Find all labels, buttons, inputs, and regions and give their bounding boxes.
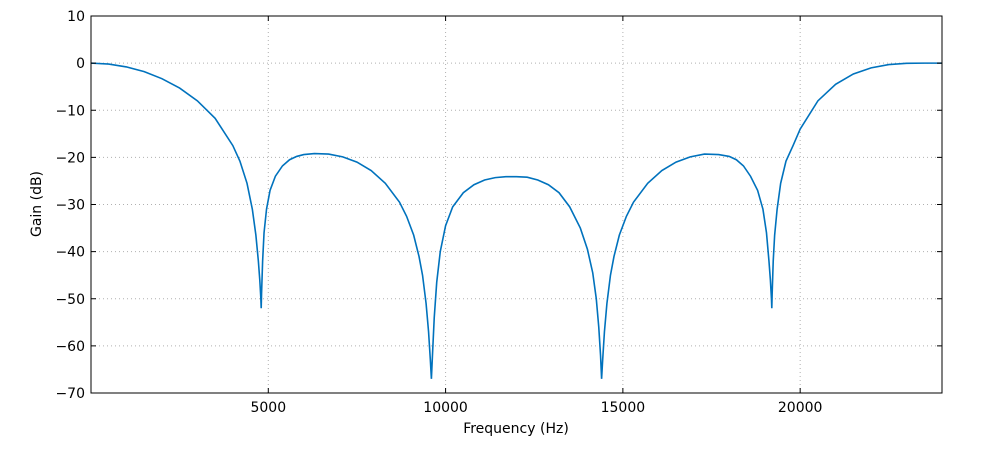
x-tick-label: 20000: [778, 400, 823, 416]
y-tick-label: 0: [76, 56, 85, 72]
y-tick-label: −60: [55, 339, 85, 355]
y-tick-label: −10: [55, 103, 85, 119]
y-axis-label: Gain (dB): [29, 171, 45, 237]
y-tick-label: −30: [55, 198, 85, 214]
y-tick-label: −50: [55, 292, 85, 308]
gain-response-line: [90, 62, 942, 379]
y-tick-label: −20: [55, 150, 85, 166]
y-tick-label: 10: [67, 9, 85, 25]
x-axis-label: Frequency (Hz): [463, 421, 569, 437]
x-axis-tick-labels: 5000 10000 15000 20000: [250, 400, 822, 416]
axis-ticks: [91, 15, 942, 394]
x-tick-label: 10000: [423, 400, 468, 416]
y-axis-tick-labels: 10 0 −10 −20 −30 −40 −50 −60 −70: [55, 9, 85, 402]
plot-area: [90, 62, 942, 379]
y-tick-label: −40: [55, 245, 85, 261]
x-tick-label: 15000: [601, 400, 646, 416]
y-tick-label: −70: [55, 386, 85, 402]
plot-frame: [90, 15, 943, 394]
x-tick-label: 5000: [250, 400, 286, 416]
grid-lines: [91, 16, 942, 393]
